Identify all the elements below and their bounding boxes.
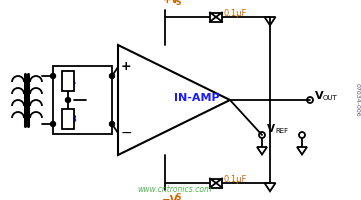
Text: R: R (63, 111, 71, 121)
Bar (53, 66, 112, 134)
Text: V: V (267, 124, 275, 134)
Polygon shape (297, 147, 307, 154)
Text: 0.1μF: 0.1μF (223, 176, 246, 184)
Bar (210, 12, 222, 21)
Text: +: + (121, 60, 131, 73)
Text: V: V (315, 91, 323, 101)
Text: B: B (70, 114, 76, 123)
Circle shape (109, 121, 114, 127)
Text: REF: REF (275, 128, 288, 134)
Polygon shape (265, 17, 275, 25)
Circle shape (109, 73, 114, 78)
Text: 07034-006: 07034-006 (355, 83, 360, 117)
Text: −V: −V (162, 195, 179, 200)
Text: IN-AMP: IN-AMP (174, 93, 220, 103)
Bar (62, 71, 74, 91)
Text: 0.1μF: 0.1μF (223, 9, 246, 19)
Polygon shape (87, 100, 96, 107)
Circle shape (51, 121, 56, 127)
Bar (62, 109, 74, 129)
Text: A: A (70, 76, 76, 86)
Text: +V: +V (163, 0, 180, 5)
Text: S: S (175, 0, 180, 7)
Polygon shape (257, 147, 267, 154)
Circle shape (51, 73, 56, 78)
Circle shape (65, 98, 70, 102)
Polygon shape (265, 183, 275, 191)
Bar (210, 178, 222, 188)
Text: www.cntronics.com: www.cntronics.com (138, 185, 212, 194)
Text: OUT: OUT (323, 95, 338, 101)
Text: S: S (175, 193, 180, 200)
Polygon shape (118, 45, 230, 155)
Text: −: − (120, 126, 132, 140)
Text: R: R (63, 73, 71, 83)
